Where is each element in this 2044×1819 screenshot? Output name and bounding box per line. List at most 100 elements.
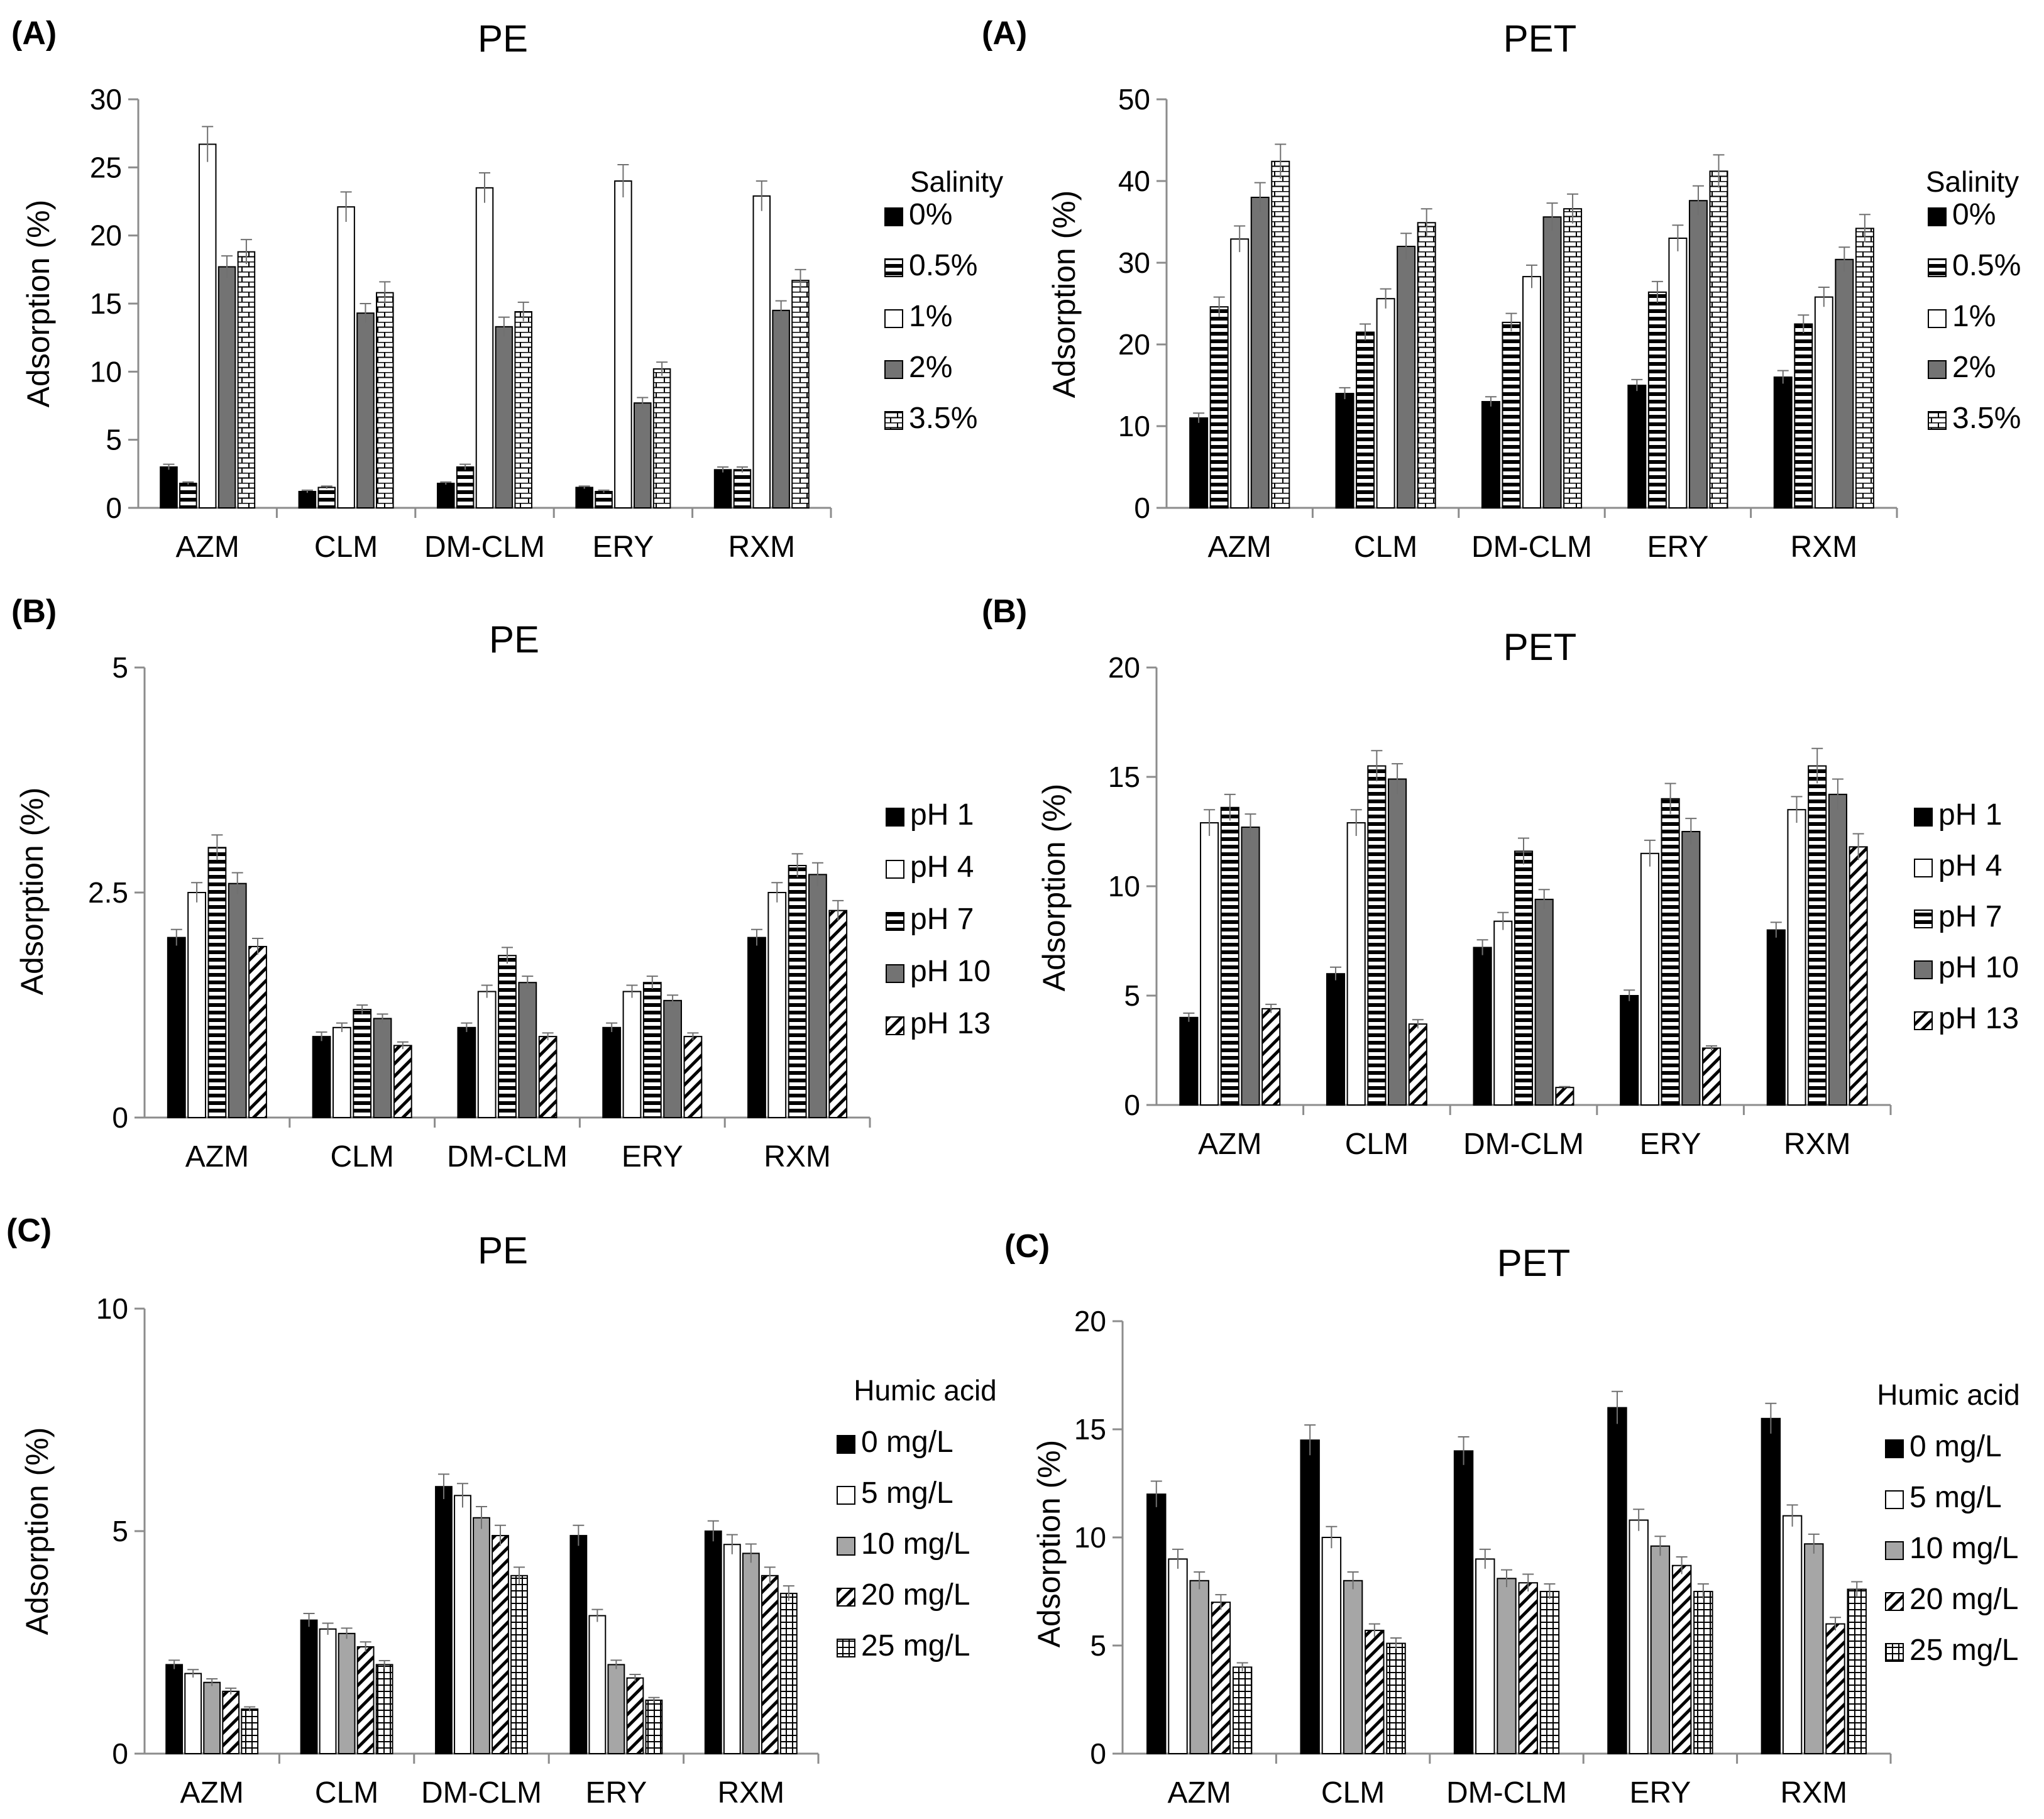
bar (1502, 321, 1521, 509)
y-tick-label: 0 (1090, 1737, 1106, 1770)
bar (1261, 1008, 1281, 1106)
bar (1542, 216, 1562, 508)
bar (1417, 222, 1436, 508)
bar (1321, 1537, 1342, 1754)
bar (1300, 1439, 1320, 1754)
bar (1209, 306, 1229, 508)
bar (187, 892, 206, 1118)
x-tick-label: AZM (1208, 530, 1272, 564)
legend-label: 10 mg/L (1909, 1532, 2018, 1565)
bar (456, 466, 475, 508)
x-tick-label: ERY (592, 530, 654, 564)
chart-panel-2: (A) PET Adsorption (%) 0 10 20 30 40 50 AZM CLM DM-… (982, 15, 2021, 564)
legend-label: pH 1 (1938, 798, 2002, 832)
chart-panel-1: (A) PE Adsorption (%) 0 5 10 15 20 25 30 AZM CLM DM-… (11, 15, 1003, 564)
bar (1671, 1564, 1692, 1754)
bar (1620, 995, 1639, 1106)
x-tick-label: ERY (1647, 530, 1708, 564)
chart-panel-5: (C) PE Adsorption (%) 0 5 10 AZM CLM DM-CLM ERY RX… (6, 1212, 997, 1810)
y-tick-label: 10 (96, 1292, 128, 1325)
bar (1326, 973, 1346, 1106)
bar (772, 309, 790, 508)
legend-swatch (884, 258, 903, 277)
bar (1794, 323, 1813, 508)
legend-swatch (886, 808, 904, 827)
bar (1408, 1023, 1427, 1106)
y-axis-label: Adsorption (%) (1036, 784, 1072, 992)
y-tick-label: 5 (106, 424, 122, 456)
bar (733, 469, 752, 508)
bar (1518, 1582, 1538, 1754)
legend-title: Humic acid (1877, 1378, 2020, 1411)
bar (626, 1677, 644, 1754)
x-tick-label: CLM (315, 1776, 378, 1810)
bar (393, 1045, 412, 1118)
bar (492, 1535, 509, 1755)
legend-swatch (884, 411, 903, 430)
y-tick-label: 5 (1124, 979, 1140, 1012)
bar (645, 1700, 663, 1755)
bar (1555, 1087, 1574, 1106)
x-tick-label: CLM (1345, 1128, 1409, 1161)
bar (228, 882, 247, 1119)
bar (1376, 298, 1395, 508)
y-tick-label: 0 (106, 492, 122, 524)
bar (1514, 850, 1534, 1106)
bar (1688, 200, 1708, 508)
y-tick-label: 30 (90, 83, 122, 116)
bar (217, 266, 236, 508)
bar (356, 1646, 375, 1755)
legend-label: pH 7 (910, 903, 974, 936)
bar (614, 180, 632, 508)
bar (1650, 1545, 1671, 1754)
bar (1835, 258, 1854, 508)
bar (203, 1681, 221, 1754)
legend-swatch (886, 912, 904, 931)
bar (1773, 376, 1793, 508)
bar (317, 486, 336, 508)
legend-label: 2% (1952, 351, 1996, 384)
bar (1627, 385, 1647, 508)
bar (588, 1615, 607, 1755)
legend-label: 20 mg/L (1909, 1583, 2018, 1616)
y-tick-label: 15 (1074, 1413, 1106, 1446)
bar (607, 1664, 625, 1754)
bar (1386, 1642, 1406, 1755)
legend-swatch (884, 309, 903, 328)
x-tick-label: DM-CLM (447, 1140, 568, 1173)
x-tick-label: CLM (1321, 1776, 1385, 1810)
legend-swatch (1914, 910, 1933, 928)
bar (569, 1535, 588, 1755)
legend-label: pH 1 (910, 798, 974, 832)
bar (1787, 809, 1806, 1106)
legend-title: Humic acid (854, 1374, 997, 1407)
y-tick-label: 30 (1118, 246, 1150, 279)
y-tick-label: 0 (112, 1101, 128, 1134)
bar (791, 280, 810, 508)
legend-label: 3.5% (909, 402, 977, 435)
legend-swatch (1928, 258, 1947, 277)
bar (248, 945, 267, 1119)
bar (338, 1632, 356, 1755)
bar (1146, 1493, 1167, 1754)
y-axis-label: Adsorption (%) (1031, 1440, 1067, 1648)
bar (683, 1036, 703, 1118)
y-tick-label: 50 (1118, 83, 1150, 116)
bar (1475, 1558, 1495, 1754)
legend-swatch (1914, 859, 1933, 877)
bar (1388, 778, 1407, 1106)
bar (179, 483, 197, 508)
bar (1607, 1407, 1627, 1755)
bar (312, 1036, 331, 1118)
bar (1211, 1602, 1231, 1754)
legend-label: pH 4 (1938, 849, 2002, 882)
bar (1640, 852, 1659, 1106)
legend-swatch (837, 1537, 855, 1556)
x-tick-label: DM-CLM (1471, 530, 1592, 564)
y-tick-label: 10 (1074, 1521, 1106, 1554)
bar (1681, 831, 1701, 1106)
bar (300, 1619, 318, 1755)
legend-swatch (1914, 808, 1933, 827)
bar (1271, 160, 1290, 508)
y-tick-label: 40 (1118, 165, 1150, 197)
